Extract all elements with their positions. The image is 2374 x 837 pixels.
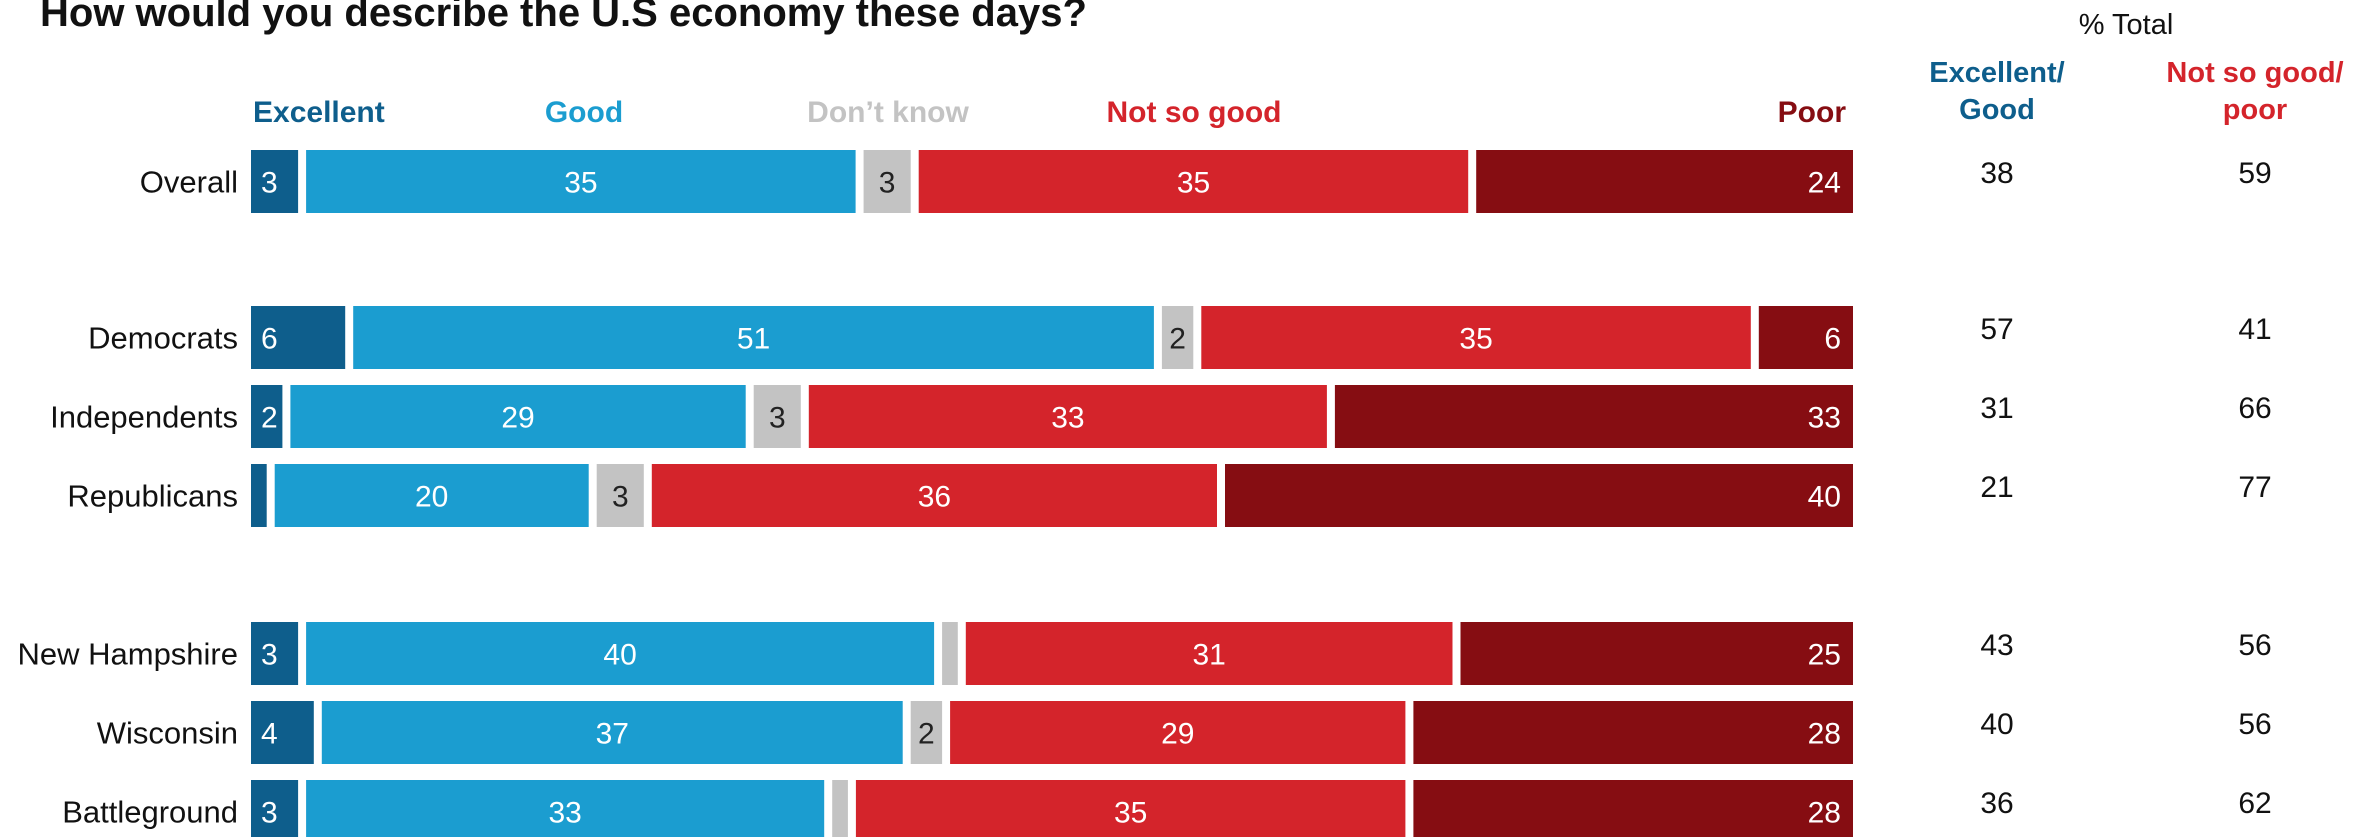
bar-label-wisconsin-not-so-good: 29 bbox=[1161, 718, 1194, 751]
bar-independents-poor bbox=[1335, 385, 1853, 448]
bar-label-new-hampshire-not-so-good: 31 bbox=[1193, 639, 1226, 672]
bar-label-battleground-good: 33 bbox=[549, 797, 582, 830]
total-not-so-good-poor-new-hampshire: 56 bbox=[2238, 629, 2271, 662]
total-not-so-good-poor-wisconsin: 56 bbox=[2238, 708, 2271, 741]
legend-excellent: Excellent bbox=[253, 96, 385, 129]
total-excellent-good-battleground: 36 bbox=[1980, 787, 2013, 820]
totals-heading-not-so-good-poor-line-1: Not so good/ bbox=[2166, 57, 2343, 89]
row-label-independents: Independents bbox=[50, 400, 238, 435]
bar-label-wisconsin-excellent: 4 bbox=[261, 718, 278, 751]
bar-label-battleground-poor: 28 bbox=[1808, 797, 1841, 830]
bar-label-overall-excellent: 3 bbox=[261, 167, 278, 200]
bar-label-republicans-poor: 40 bbox=[1808, 481, 1841, 514]
totals-heading-excellent-good-line-2: Good bbox=[1959, 94, 2035, 126]
row-labels: Overall Democrats Independents Republicans N… bbox=[17, 165, 238, 830]
row-label-wisconsin: Wisconsin bbox=[97, 716, 238, 751]
totals-table: % Total Excellent/Good 38 57 31 21 43 40 36 Not … bbox=[1929, 9, 2343, 820]
legend-dont-know: Don’t know bbox=[807, 96, 969, 129]
bar-label-republicans-dont-know: 3 bbox=[612, 481, 629, 514]
row-label-overall: Overall bbox=[140, 165, 238, 200]
total-not-so-good-poor-independents: 66 bbox=[2238, 392, 2271, 425]
bar-label-wisconsin-good: 37 bbox=[596, 718, 629, 751]
bar-label-wisconsin-poor: 28 bbox=[1808, 718, 1841, 751]
bar-republicans-excellent bbox=[251, 464, 267, 527]
bar-label-independents-excellent: 2 bbox=[261, 402, 278, 435]
total-excellent-good-republicans: 21 bbox=[1980, 471, 2013, 504]
bar-label-republicans-not-so-good: 36 bbox=[918, 481, 951, 514]
row-label-new-hampshire: New Hampshire bbox=[17, 637, 238, 672]
bar-label-overall-dont-know: 3 bbox=[879, 167, 896, 200]
bar-label-wisconsin-dont-know: 2 bbox=[918, 718, 935, 751]
total-not-so-good-poor-battleground: 62 bbox=[2238, 787, 2271, 820]
legend-good: Good bbox=[545, 96, 623, 129]
total-excellent-good-wisconsin: 40 bbox=[1980, 708, 2013, 741]
bar-label-new-hampshire-poor: 25 bbox=[1808, 639, 1841, 672]
total-excellent-good-overall: 38 bbox=[1980, 157, 2013, 190]
totals-title: % Total bbox=[2079, 9, 2174, 41]
bar-label-democrats-excellent: 6 bbox=[261, 323, 278, 356]
bar-row-new-hampshire: 3 40 31 25 bbox=[251, 622, 1853, 685]
bar-label-overall-good: 35 bbox=[564, 167, 597, 200]
bar-row-wisconsin: 4 37 2 29 28 bbox=[251, 701, 1853, 764]
bar-label-democrats-dont-know: 2 bbox=[1169, 323, 1186, 356]
bar-label-democrats-poor: 6 bbox=[1824, 323, 1841, 356]
bar-label-democrats-good: 51 bbox=[737, 323, 770, 356]
total-not-so-good-poor-republicans: 77 bbox=[2238, 471, 2271, 504]
totals-heading-not-so-good-poor-line-2: poor bbox=[2223, 94, 2287, 126]
legend: Excellent Good Don’t know Not so good Poor bbox=[253, 96, 1846, 129]
total-excellent-good-democrats: 57 bbox=[1980, 313, 2013, 346]
bar-row-overall: 3 35 3 35 24 bbox=[251, 150, 1853, 213]
bar-label-independents-not-so-good: 33 bbox=[1051, 402, 1084, 435]
bar-label-new-hampshire-good: 40 bbox=[603, 639, 636, 672]
bar-label-battleground-excellent: 3 bbox=[261, 797, 278, 830]
bar-battleground-dont-know bbox=[832, 780, 848, 837]
totals-heading-excellent-good-line-1: Excellent/ bbox=[1929, 57, 2064, 89]
bar-label-independents-good: 29 bbox=[501, 402, 534, 435]
bar-label-independents-dont-know: 3 bbox=[769, 402, 786, 435]
legend-not-so-good: Not so good bbox=[1107, 96, 1282, 129]
bar-row-independents: 2 29 3 33 33 bbox=[251, 385, 1853, 448]
bar-row-battleground: 3 33 35 28 bbox=[251, 780, 1853, 837]
bar-battleground-poor bbox=[1413, 780, 1853, 837]
bar-new-hampshire-poor bbox=[1461, 622, 1854, 685]
bar-overall-poor bbox=[1476, 150, 1853, 213]
bar-label-democrats-not-so-good: 35 bbox=[1459, 323, 1492, 356]
bar-label-battleground-not-so-good: 35 bbox=[1114, 797, 1147, 830]
row-label-republicans: Republicans bbox=[67, 479, 238, 514]
bar-republicans-poor bbox=[1225, 464, 1853, 527]
total-not-so-good-poor-overall: 59 bbox=[2238, 157, 2271, 190]
bar-label-overall-poor: 24 bbox=[1808, 167, 1841, 200]
bar-wisconsin-poor bbox=[1413, 701, 1853, 764]
bar-label-overall-not-so-good: 35 bbox=[1177, 167, 1210, 200]
row-label-battleground: Battleground bbox=[62, 795, 238, 830]
bar-row-democrats: 6 51 2 35 6 bbox=[251, 306, 1853, 369]
legend-poor: Poor bbox=[1778, 96, 1847, 129]
bar-row-republicans: 20 3 36 40 bbox=[251, 464, 1853, 527]
bar-new-hampshire-dont-know bbox=[942, 622, 958, 685]
total-excellent-good-independents: 31 bbox=[1980, 392, 2013, 425]
total-not-so-good-poor-democrats: 41 bbox=[2238, 313, 2271, 346]
row-label-democrats: Democrats bbox=[88, 321, 238, 356]
bar-label-new-hampshire-excellent: 3 bbox=[261, 639, 278, 672]
bar-label-republicans-good: 20 bbox=[415, 481, 448, 514]
chart-title: How would you describe the U.S economy t… bbox=[40, 0, 1087, 35]
total-excellent-good-new-hampshire: 43 bbox=[1980, 629, 2013, 662]
bar-label-independents-poor: 33 bbox=[1808, 402, 1841, 435]
